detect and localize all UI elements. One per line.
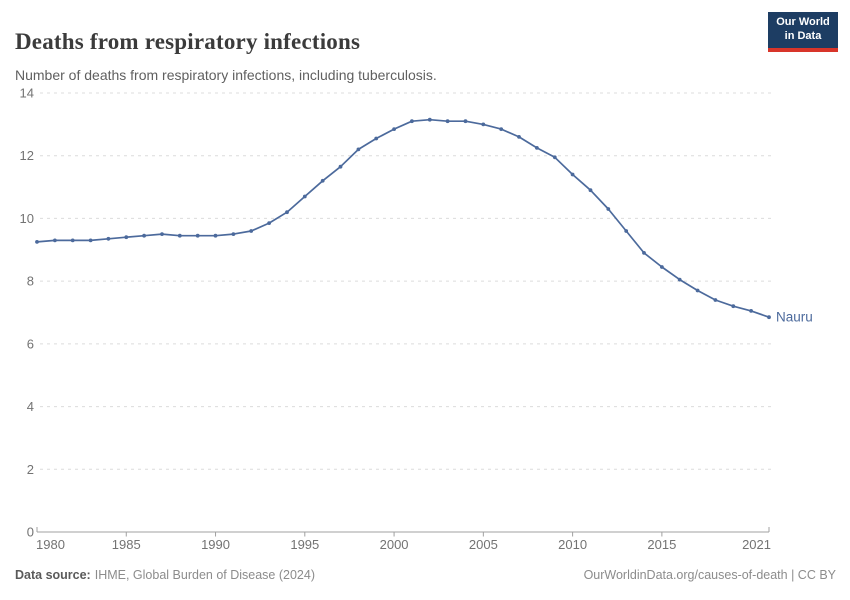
data-point[interactable] bbox=[88, 238, 93, 243]
data-point[interactable] bbox=[302, 194, 307, 199]
x-tick-label: 2015 bbox=[647, 537, 676, 552]
data-point[interactable] bbox=[427, 117, 432, 122]
x-tick-label: 1990 bbox=[201, 537, 230, 552]
x-tick-label: 1995 bbox=[290, 537, 319, 552]
data-point[interactable] bbox=[731, 304, 736, 309]
data-point[interactable] bbox=[177, 233, 182, 238]
data-source-label: Data source: bbox=[15, 568, 91, 582]
data-point[interactable] bbox=[445, 119, 450, 124]
x-tick-label: 2005 bbox=[469, 537, 498, 552]
data-point[interactable] bbox=[624, 229, 629, 233]
x-tick-label: 2021 bbox=[742, 537, 771, 552]
data-point[interactable] bbox=[231, 232, 236, 237]
data-point[interactable] bbox=[338, 164, 343, 169]
data-point[interactable] bbox=[285, 210, 289, 215]
data-point[interactable] bbox=[713, 298, 718, 302]
data-point[interactable] bbox=[356, 147, 361, 152]
data-point[interactable] bbox=[642, 251, 646, 255]
data-point[interactable] bbox=[499, 127, 504, 131]
y-tick-label: 4 bbox=[27, 399, 34, 414]
data-point[interactable] bbox=[213, 233, 218, 238]
x-tick-label: 2010 bbox=[558, 537, 587, 552]
data-point[interactable] bbox=[249, 229, 254, 233]
data-point[interactable] bbox=[606, 207, 611, 211]
x-tick-label: 2000 bbox=[380, 537, 409, 552]
y-tick-label: 14 bbox=[20, 86, 34, 101]
credit-link[interactable]: OurWorldinData.org/causes-of-death | CC … bbox=[583, 568, 836, 582]
data-point[interactable] bbox=[267, 221, 271, 226]
y-tick-label: 2 bbox=[27, 462, 34, 477]
x-tick-label: 1985 bbox=[112, 537, 141, 552]
y-tick-label: 8 bbox=[27, 274, 34, 289]
y-tick-label: 6 bbox=[27, 336, 34, 351]
data-point[interactable] bbox=[463, 119, 468, 124]
data-point[interactable] bbox=[70, 238, 75, 243]
data-point[interactable] bbox=[588, 188, 593, 193]
data-point[interactable] bbox=[195, 233, 200, 238]
y-tick-label: 12 bbox=[20, 148, 34, 163]
data-source-text: IHME, Global Burden of Disease (2024) bbox=[94, 568, 315, 582]
data-point[interactable] bbox=[677, 277, 682, 282]
data-point[interactable] bbox=[35, 240, 39, 244]
data-point[interactable] bbox=[570, 172, 575, 177]
chart-subtitle: Number of deaths from respiratory infect… bbox=[15, 67, 437, 83]
data-point[interactable] bbox=[660, 265, 664, 269]
data-point[interactable] bbox=[410, 119, 414, 124]
data-point[interactable] bbox=[535, 146, 539, 150]
data-point[interactable] bbox=[749, 309, 753, 313]
owid-logo-line2: in Data bbox=[784, 30, 822, 42]
series-line-nauru[interactable] bbox=[36, 118, 770, 319]
data-point[interactable] bbox=[552, 155, 557, 160]
data-point[interactable] bbox=[392, 127, 396, 131]
data-point[interactable] bbox=[767, 315, 771, 320]
chart-footer: Data source: IHME, Global Burden of Disea… bbox=[15, 568, 836, 582]
data-point[interactable] bbox=[53, 238, 57, 243]
data-source: Data source: IHME, Global Burden of Disea… bbox=[15, 568, 315, 582]
data-point[interactable] bbox=[106, 236, 111, 241]
data-point[interactable] bbox=[695, 288, 700, 293]
page-title: Deaths from respiratory infections bbox=[15, 29, 361, 55]
data-point[interactable] bbox=[320, 178, 325, 183]
owid-logo-line1: Our World bbox=[776, 16, 830, 29]
x-tick-label: 1980 bbox=[36, 537, 65, 552]
owid-logo[interactable]: Our World in Data bbox=[768, 12, 838, 52]
y-tick-label: 0 bbox=[27, 525, 34, 540]
data-point[interactable] bbox=[481, 122, 486, 127]
data-point[interactable] bbox=[142, 233, 147, 238]
data-point[interactable] bbox=[517, 135, 521, 139]
series-end-label[interactable]: Nauru bbox=[776, 310, 813, 325]
data-point[interactable] bbox=[160, 232, 164, 237]
data-point[interactable] bbox=[374, 136, 379, 141]
data-point[interactable] bbox=[124, 235, 129, 240]
y-tick-label: 10 bbox=[20, 211, 34, 226]
